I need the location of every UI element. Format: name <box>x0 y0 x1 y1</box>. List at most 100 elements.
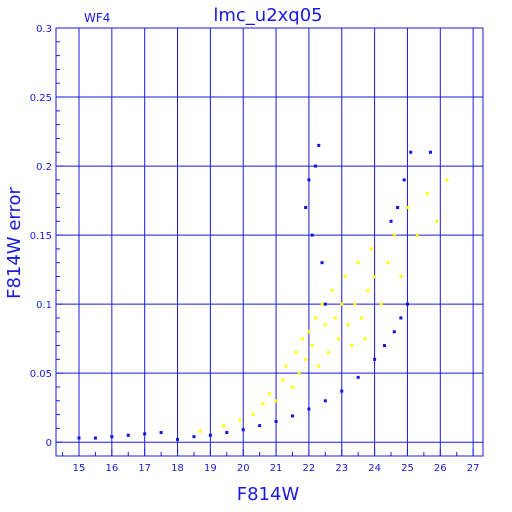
data-point <box>399 275 403 279</box>
series-yellow-points <box>199 178 449 433</box>
data-point <box>320 261 324 265</box>
data-point <box>402 178 406 182</box>
y-axis-label: F814W error <box>4 187 25 299</box>
data-point <box>307 178 311 182</box>
data-point <box>373 357 377 361</box>
data-point <box>359 316 363 320</box>
data-point <box>258 424 262 428</box>
data-point <box>386 261 390 265</box>
data-point <box>389 219 393 223</box>
data-point <box>382 344 386 348</box>
x-tick-label: 23 <box>335 463 348 474</box>
y-tick-label: 0.05 <box>30 369 52 380</box>
data-point <box>336 337 340 341</box>
data-point <box>238 418 242 422</box>
data-point <box>110 435 114 439</box>
data-point <box>425 192 429 196</box>
data-point <box>346 323 350 327</box>
data-point <box>323 302 327 306</box>
data-point <box>327 350 331 354</box>
data-point <box>405 205 409 209</box>
data-point <box>379 302 383 306</box>
chart-title: lmc_u2xq05 <box>213 5 322 26</box>
data-point <box>330 288 334 292</box>
x-axis-label: F814W <box>237 484 300 505</box>
x-tick-labels: 15 16 17 18 19 20 21 22 23 24 25 26 27 <box>73 463 480 474</box>
data-point <box>126 433 130 437</box>
y-tick-label: 0.25 <box>30 93 52 104</box>
data-point <box>392 330 396 334</box>
x-tick-label: 18 <box>171 463 184 474</box>
chart-subtitle: WF4 <box>84 11 110 25</box>
grid-lines <box>56 27 483 456</box>
data-point <box>317 143 321 147</box>
data-point <box>307 330 311 334</box>
data-point <box>373 275 377 279</box>
data-point <box>333 316 337 320</box>
data-point <box>284 364 288 368</box>
data-point <box>290 385 294 389</box>
x-tick-label: 17 <box>138 463 151 474</box>
y-tick-labels: 0 0.05 0.1 0.15 0.2 0.25 0.3 <box>30 24 52 449</box>
data-point <box>225 431 229 435</box>
x-tick-label: 27 <box>467 463 480 474</box>
data-point <box>294 350 298 354</box>
data-point <box>297 371 301 375</box>
data-point <box>93 436 97 440</box>
y-tick-label: 0.2 <box>36 162 52 173</box>
data-point <box>251 413 255 417</box>
data-point <box>369 247 373 251</box>
data-point <box>222 424 226 428</box>
data-point <box>399 316 403 320</box>
y-tick-label: 0.1 <box>36 300 52 311</box>
data-point <box>405 302 409 306</box>
x-tick-label: 19 <box>204 463 217 474</box>
x-tick-label: 25 <box>401 463 414 474</box>
data-point <box>176 437 180 441</box>
data-point <box>353 302 357 306</box>
data-point <box>323 399 327 403</box>
data-point <box>356 261 360 265</box>
data-point <box>323 323 327 327</box>
data-point <box>363 337 367 341</box>
data-point <box>313 164 317 168</box>
data-point <box>274 399 278 403</box>
data-point <box>396 205 400 209</box>
data-point <box>208 433 212 437</box>
data-point <box>445 178 449 182</box>
plot-border <box>55 27 484 457</box>
data-point <box>159 431 163 435</box>
data-point <box>343 275 347 279</box>
data-point <box>268 392 271 396</box>
data-point <box>192 435 196 439</box>
data-point <box>356 375 360 379</box>
data-point <box>392 233 396 237</box>
data-point <box>435 219 439 223</box>
data-point <box>304 357 308 361</box>
data-point <box>320 302 324 306</box>
x-tick-label: 16 <box>105 463 118 474</box>
data-point <box>274 419 278 423</box>
data-point <box>317 364 321 368</box>
data-point <box>307 407 311 411</box>
x-tick-label: 15 <box>73 463 86 474</box>
data-point <box>199 429 203 433</box>
y-tick-label: 0.3 <box>36 24 52 35</box>
x-tick-label: 22 <box>303 463 316 474</box>
x-tick-label: 26 <box>434 463 447 474</box>
plot-frame <box>55 27 484 457</box>
y-tick-label: 0 <box>46 438 52 449</box>
data-point <box>350 344 354 348</box>
data-point <box>290 414 294 418</box>
x-tick-label: 24 <box>368 463 381 474</box>
data-point <box>313 316 317 320</box>
data-point <box>428 150 432 154</box>
data-point <box>415 233 419 237</box>
y-tick-label: 0.15 <box>30 231 52 242</box>
data-point <box>310 233 314 237</box>
data-point <box>409 150 413 154</box>
series-blue-points <box>77 143 432 441</box>
data-point <box>340 302 344 306</box>
data-point <box>241 428 245 432</box>
